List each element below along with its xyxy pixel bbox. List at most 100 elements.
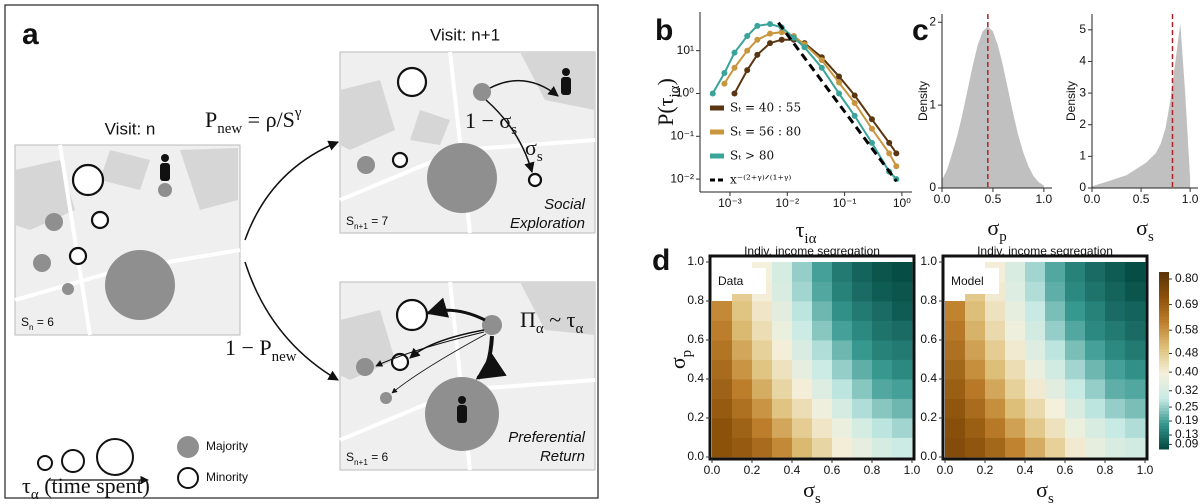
heat-cell xyxy=(892,398,913,419)
y-tick-label: 10⁻¹ xyxy=(670,128,694,142)
heat-cell xyxy=(985,320,1006,341)
caption: Return xyxy=(540,448,585,465)
colorbar-label: 0.19 xyxy=(1175,413,1199,427)
y-tick-label: 0.2 xyxy=(687,410,704,424)
heat-cell xyxy=(1065,359,1086,380)
heat-cell xyxy=(852,359,873,380)
heat-cell xyxy=(1065,398,1086,419)
colorbar-segment xyxy=(1159,360,1169,364)
heat-cell xyxy=(965,320,986,341)
text-part: s xyxy=(511,122,517,138)
heat-cell xyxy=(1065,418,1086,438)
heat-cell xyxy=(1045,398,1066,419)
heat-cell xyxy=(1065,340,1086,360)
x-axis-label: σs xyxy=(1036,477,1054,504)
heat-cell xyxy=(712,340,733,360)
colorbar-segment xyxy=(1159,425,1169,429)
panel-a: a Visit: n Visit: n+1 Pnew = ρ/Sγ 1 − Pn… xyxy=(4,4,599,503)
legend-label: Sₜ = 40 : 55 xyxy=(730,101,801,115)
heat-cell xyxy=(892,281,913,302)
heat-cell xyxy=(1085,437,1106,458)
colorbar-segment xyxy=(1159,395,1169,400)
chart: Indiv. income segregationModel0.090.130.… xyxy=(920,244,1198,504)
heat-cell xyxy=(1105,262,1126,282)
y-tick-label: 5 xyxy=(1079,22,1086,36)
y-tick-label: 0.4 xyxy=(687,371,704,385)
heat-cell xyxy=(1085,320,1106,341)
heat-cell xyxy=(1005,301,1026,321)
text-part: τ xyxy=(22,473,31,498)
colorbar-segment xyxy=(1159,369,1169,373)
point xyxy=(790,34,797,41)
heat-cell xyxy=(772,281,793,302)
heat-cell xyxy=(872,301,893,321)
heat-cell xyxy=(1105,281,1126,302)
heat-cell xyxy=(1065,320,1086,341)
y-tick-label: 1 xyxy=(1079,149,1086,163)
heat-cell xyxy=(1045,437,1066,458)
y-tick-label: 0.0 xyxy=(687,449,704,463)
heat-cell xyxy=(812,340,833,360)
panel-label: b xyxy=(655,14,673,47)
colorbar-segment xyxy=(1159,345,1169,350)
colorbar-segment xyxy=(1159,419,1169,423)
heat-cell xyxy=(832,262,853,282)
count-label: Sn+1 = 7 xyxy=(346,214,389,230)
heat-cell xyxy=(1065,301,1086,321)
point xyxy=(836,73,843,80)
y-tick-label: 0.8 xyxy=(920,293,937,307)
heat-cell xyxy=(792,418,813,438)
heat-cell xyxy=(945,301,966,321)
colorbar-segment xyxy=(1159,372,1169,376)
text-part: n xyxy=(29,323,34,332)
colorbar-segment xyxy=(1159,401,1169,406)
heat-cell xyxy=(1125,359,1146,380)
colorbar-segment xyxy=(1159,446,1169,450)
point xyxy=(818,64,825,71)
colorbar-segment xyxy=(1159,366,1169,370)
heat-cell xyxy=(985,340,1006,360)
point xyxy=(767,20,774,27)
point xyxy=(851,99,858,106)
colorbar-segment xyxy=(1159,331,1169,335)
colorbar-label: 0.32 xyxy=(1175,383,1199,397)
text-part: σ xyxy=(987,215,999,240)
heat-cell xyxy=(1005,379,1026,399)
y-tick-label: 0.6 xyxy=(920,332,937,346)
heat-cell xyxy=(1105,379,1126,399)
colorbar-segment xyxy=(1159,410,1169,415)
panel-label: c xyxy=(912,14,929,47)
heat-cell xyxy=(732,320,753,341)
heat-cell xyxy=(1045,262,1066,282)
colorbar-segment xyxy=(1159,434,1169,438)
heat-cell xyxy=(892,301,913,321)
x-tick-label: 0.8 xyxy=(1097,463,1114,477)
x-axis-label: σs xyxy=(1136,215,1154,245)
heat-cell xyxy=(945,320,966,341)
heat-cell xyxy=(1085,398,1106,419)
plot-frame xyxy=(941,254,1149,461)
colorbar-segment xyxy=(1159,286,1169,291)
heat-cell xyxy=(812,359,833,380)
heat-cell xyxy=(772,437,793,458)
series-line xyxy=(777,21,898,182)
inset-box xyxy=(714,268,766,294)
heat-cell xyxy=(792,281,813,302)
caption: Exploration xyxy=(510,215,585,232)
colorbar-segment xyxy=(1159,392,1169,397)
formula: 1 − σs xyxy=(465,108,517,138)
text-part: α xyxy=(575,321,583,337)
y-tick-label: 0.4 xyxy=(920,371,937,385)
text-part: α xyxy=(536,321,544,337)
colorbar-segment xyxy=(1159,313,1169,317)
heat-cell xyxy=(1085,340,1106,360)
formula: Pnew = ρ/Sγ xyxy=(205,105,302,137)
series-line xyxy=(723,31,898,167)
colorbar-label: 0.13 xyxy=(1175,427,1199,441)
text-part: iα xyxy=(804,231,816,247)
colorbar-segment xyxy=(1159,301,1169,305)
point xyxy=(801,44,808,51)
heat-cell xyxy=(1025,301,1046,321)
heat-cell xyxy=(1025,320,1046,341)
